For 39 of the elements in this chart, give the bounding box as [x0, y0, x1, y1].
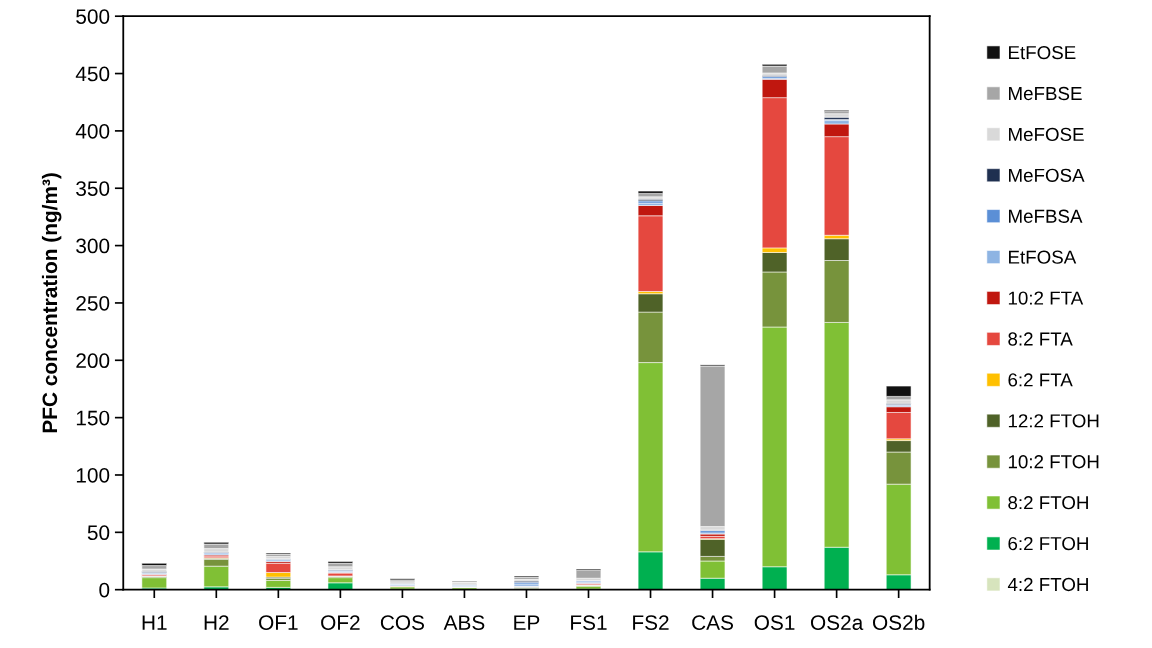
x-tick-label: ABS	[443, 615, 485, 630]
x-tick-label: FS2	[633, 615, 669, 630]
x-tick-label: H1	[142, 615, 167, 630]
x-tick-label: CAS	[692, 615, 734, 630]
x-tick-label: OS2a	[810, 615, 864, 630]
x-tick-label: COS	[380, 615, 425, 630]
legend-label: 10:2 FTA	[1008, 291, 1084, 305]
y-tick-label: 500	[76, 9, 110, 24]
legend-label: EtFOSE	[1009, 45, 1076, 60]
legend-label: EtFOSA	[1009, 250, 1077, 264]
legend-label: 8:2 FTOH	[1008, 496, 1088, 510]
x-tick-label: FS1	[571, 615, 607, 630]
y-tick-label: 450	[75, 66, 110, 82]
legend-label: 6:2 FTOH	[1008, 536, 1088, 551]
x-tick-label: OS2b	[873, 614, 925, 630]
y-tick-label: 50	[87, 525, 110, 541]
legend-label: MeFOSA	[1009, 168, 1085, 182]
legend-label: 12:2 FTOH	[1008, 414, 1099, 428]
legend-label: 6:2 FTA	[1008, 373, 1073, 387]
y-axis-title: PFC concentration (ng/m³)	[41, 173, 62, 433]
x-tick-label: OF1	[259, 615, 298, 630]
x-tick-label: OS1	[754, 615, 795, 630]
legend-label: MeFBSA	[1009, 209, 1083, 223]
x-tick-label: OF2	[321, 615, 360, 630]
y-tick-label: 200	[76, 353, 110, 369]
legend-label: 10:2 FTOH	[1008, 455, 1099, 469]
legend-label: MeFOSE	[1009, 127, 1084, 142]
y-tick-label: 300	[76, 238, 110, 254]
legend-label: MeFBSE	[1009, 86, 1082, 101]
y-tick-label: 350	[76, 181, 110, 196]
legend-label: 4:2 FTOH	[1007, 577, 1088, 592]
y-tick-label: 250	[76, 295, 110, 311]
y-tick-label: 100	[76, 467, 110, 483]
y-tick-label: 150	[76, 410, 110, 426]
y-tick-label: 400	[75, 123, 110, 139]
x-tick-label: EP	[514, 615, 540, 630]
legend-label: 8:2 FTA	[1008, 332, 1073, 346]
x-tick-label: H2	[204, 615, 229, 630]
y-tick-label: 0	[99, 582, 110, 598]
